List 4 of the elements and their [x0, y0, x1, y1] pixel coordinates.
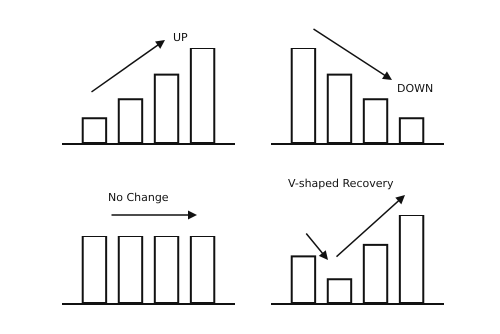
text: V-shaped Recovery	[288, 177, 394, 190]
text: UP	[173, 31, 188, 44]
text: No Change	[108, 191, 169, 204]
annotation: DOWN	[397, 82, 434, 95]
